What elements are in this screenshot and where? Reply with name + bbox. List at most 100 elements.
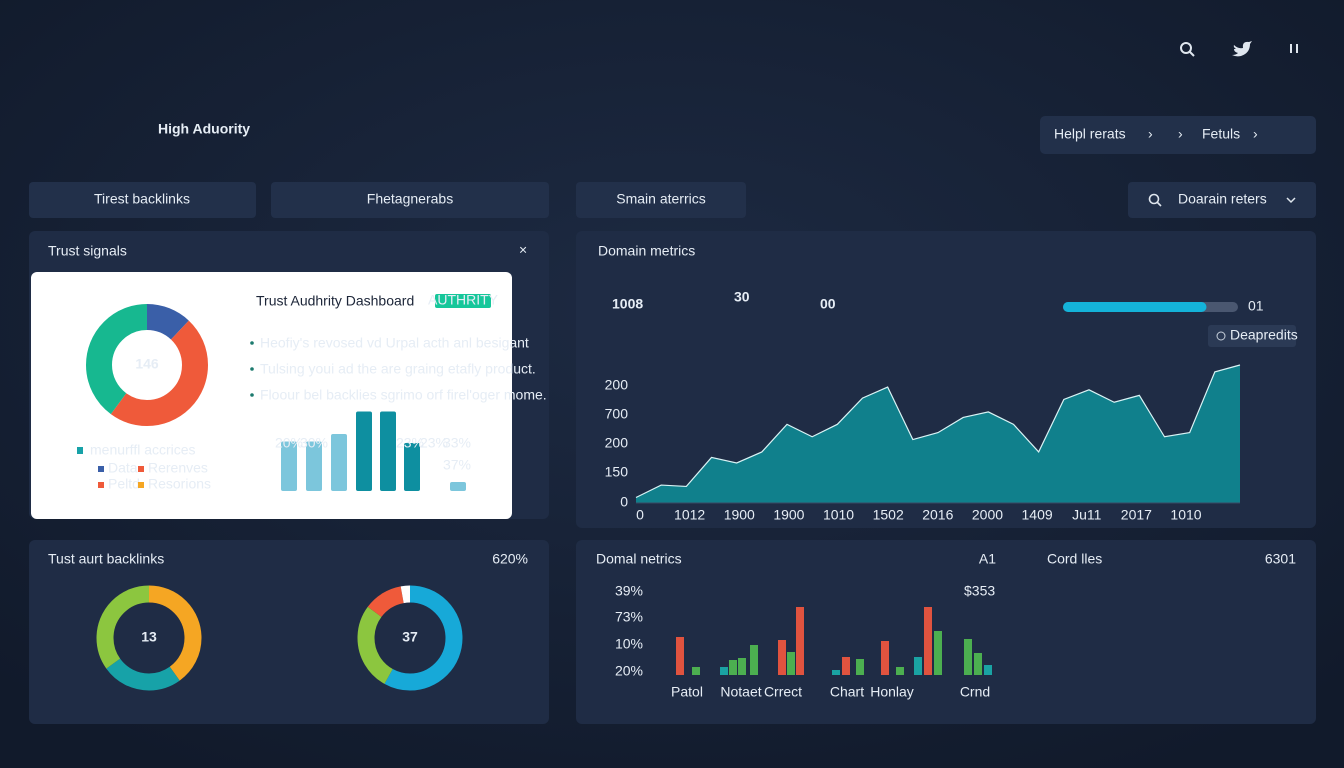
y-tick-label: 200 xyxy=(605,376,629,392)
donut-segment xyxy=(86,304,208,426)
x-tick-label: Patol xyxy=(671,684,703,700)
x-tick-label: 1900 xyxy=(773,507,804,523)
x-tick-label: 1409 xyxy=(1022,507,1053,523)
tab[interactable] xyxy=(271,182,549,218)
bar xyxy=(750,645,758,675)
progress-fill xyxy=(1063,302,1207,312)
panel-title: Domain metrics xyxy=(598,243,695,259)
bar xyxy=(380,411,396,491)
x-tick-label: Notaet xyxy=(720,684,761,700)
tab-label[interactable]: Tirest backlinks xyxy=(94,191,190,207)
x-tick-label: 1012 xyxy=(674,507,705,523)
search-dropdown[interactable] xyxy=(1128,182,1316,218)
x-tick-label: 2016 xyxy=(922,507,953,523)
bar xyxy=(356,411,372,491)
donut-segment xyxy=(86,304,208,426)
dropdown-arrow xyxy=(1286,197,1296,204)
badge xyxy=(435,294,491,308)
button-label[interactable]: Deapredits xyxy=(1230,327,1298,343)
x-tick-label: Honlay xyxy=(870,684,914,700)
bar xyxy=(924,607,932,675)
x-tick-label: 0 xyxy=(636,507,644,523)
bar xyxy=(974,653,982,675)
y-tick-label: 150 xyxy=(605,463,629,479)
area-outline xyxy=(635,364,1241,499)
x-tick-label: 1010 xyxy=(823,507,854,523)
breadcrumb-item[interactable]: Fetuls xyxy=(1202,126,1240,142)
annotation: $353 xyxy=(964,583,995,599)
breadcrumb-bar xyxy=(1040,116,1316,154)
panel-title: Trust signals xyxy=(48,243,127,259)
bar-label: 30% xyxy=(300,435,328,451)
donut-center: 146 xyxy=(135,356,159,372)
panel-value: 620% xyxy=(492,551,528,567)
bar xyxy=(896,667,904,675)
panel-title: Domal netrics xyxy=(596,551,682,567)
donut-segment xyxy=(96,585,202,691)
donut-segment xyxy=(96,585,202,691)
bullet-dot xyxy=(250,393,254,397)
bullet-text: Tulsing youi ad the are graing etafly pr… xyxy=(260,361,536,377)
panel-value: 6301 xyxy=(1265,551,1296,567)
area xyxy=(636,365,1240,503)
tab-label[interactable]: Fhetagnerabs xyxy=(367,191,453,207)
bar xyxy=(796,607,804,675)
y-tick-label: 10% xyxy=(615,636,643,652)
bar xyxy=(281,441,297,491)
badge-label: AUTHRITY xyxy=(428,292,499,308)
chevron: › xyxy=(1253,126,1258,142)
bar xyxy=(914,657,922,675)
x-tick-label: 2017 xyxy=(1121,507,1152,523)
settings-icon[interactable] xyxy=(1290,44,1298,53)
bar xyxy=(676,637,684,675)
panel-title: Tust aurt backlinks xyxy=(48,551,164,567)
bullet-dot xyxy=(250,367,254,371)
bar-label: 33% xyxy=(443,435,471,451)
twitter-icon[interactable] xyxy=(1232,41,1252,57)
x-tick-label: Crnd xyxy=(960,684,990,700)
x-tick-label: 2000 xyxy=(972,507,1003,523)
x-tick-label: 1010 xyxy=(1170,507,1201,523)
y-tick-label: 200 xyxy=(605,434,629,450)
progress-label: 01 xyxy=(1248,298,1264,314)
chevron: › xyxy=(1148,126,1153,142)
bar xyxy=(787,652,795,675)
bar xyxy=(842,657,850,675)
search-icon[interactable] xyxy=(1180,42,1195,57)
stat-value: 30 xyxy=(734,289,750,305)
legend-marker xyxy=(77,447,83,454)
tab-label[interactable]: Smain aterrics xyxy=(616,191,705,207)
button[interactable] xyxy=(1208,325,1296,347)
x-tick-label: Crrect xyxy=(764,684,802,700)
bar xyxy=(984,665,992,675)
bar-label: 23% xyxy=(420,435,448,451)
bar xyxy=(306,441,322,491)
stat-value: 00 xyxy=(820,296,836,312)
legend-label: Data xyxy=(108,460,138,476)
bar-label: 20% xyxy=(275,435,303,451)
chevron: › xyxy=(1178,126,1183,142)
stat-value: 1008 xyxy=(612,296,643,312)
x-tick-label: Ju11 xyxy=(1072,507,1102,523)
legend-label: Rerenves xyxy=(148,460,208,476)
y-tick-label: 39% xyxy=(615,583,643,599)
tab[interactable] xyxy=(29,182,256,218)
bar xyxy=(778,640,786,675)
card-title: Trust Audhrity Dashboard xyxy=(256,293,414,309)
breadcrumb-item[interactable]: Helpl rerats xyxy=(1054,126,1126,142)
legend-swatch xyxy=(98,482,104,488)
bar xyxy=(964,639,972,675)
y-tick-label: 0 xyxy=(620,494,628,510)
button-icon xyxy=(1216,331,1226,341)
close-icon[interactable]: × xyxy=(519,242,527,258)
bullet-dot xyxy=(250,341,254,345)
bullet-text: Heofiy's revosed vd Urpal acth anl besig… xyxy=(260,335,529,351)
bar xyxy=(720,667,728,675)
x-tick-label: 1900 xyxy=(724,507,755,523)
x-tick-label: Chart xyxy=(830,684,864,700)
donut-segment xyxy=(357,585,463,691)
tab[interactable] xyxy=(576,182,746,218)
search-label[interactable]: Doarain reters xyxy=(1178,191,1267,207)
